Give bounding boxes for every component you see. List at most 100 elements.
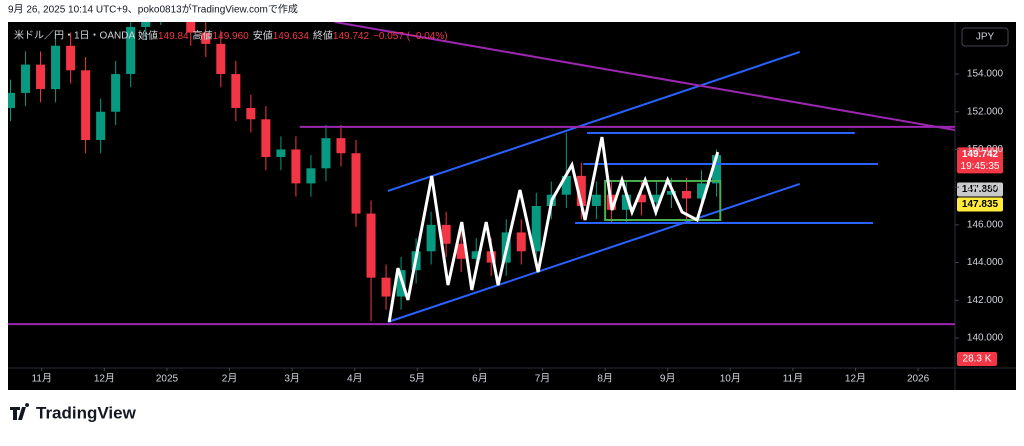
x-tick-label: 4月 (347, 373, 363, 385)
x-tick-label: 5月 (410, 373, 426, 385)
change: −0.057 (−0.04%) (373, 31, 448, 42)
candle-body (576, 175, 586, 207)
candle-body (486, 251, 496, 263)
candle-body (591, 194, 601, 207)
candle-body (246, 107, 256, 120)
candle-body (561, 175, 571, 195)
candle-body (66, 45, 76, 71)
y-tick-label: 140.000 (967, 333, 1004, 344)
price-badge-sublabel: 19:45:35 (961, 161, 1000, 172)
symbol: 米ドル／円・1日・OANDA (14, 29, 135, 42)
trend-line (387, 51, 801, 192)
candle-body (471, 251, 481, 259)
x-tick-label: 12月 (845, 373, 866, 385)
candle-body (8, 92, 16, 108)
candle-body (306, 168, 316, 184)
price-badge-label: 147.880 (962, 184, 999, 195)
candle-body (141, 22, 151, 27)
range-box (604, 179, 722, 221)
ohlc-value: 149.960 (213, 31, 250, 42)
y-tick-label: 144.000 (967, 257, 1004, 268)
candle-body (681, 190, 691, 199)
y-tick-label: 150.000 (967, 144, 1004, 155)
y-tick-label: 148.000 (967, 182, 1004, 193)
candle-body (697, 183, 707, 199)
candle-body (126, 26, 136, 75)
candle-body (426, 224, 436, 252)
legend: 米ドル／円・1日・OANDA 始値149.84 高値149.960 安値149.63… (14, 29, 448, 42)
candle-body (261, 119, 271, 158)
x-tick-label: 9月 (660, 373, 676, 385)
candle-body (516, 232, 526, 252)
x-tick-label: 2月 (222, 373, 238, 385)
trend-line (387, 183, 801, 323)
candle-body (321, 138, 331, 169)
price-badge (957, 182, 1003, 197)
x-tick-label: 2025 (156, 374, 179, 385)
x-tick-label: 7月 (535, 373, 551, 385)
ohlc: 始値149.84 高値149.960 安値149.634 終値149.742 −0.05… (138, 29, 448, 42)
y-tick-label: 152.000 (967, 106, 1004, 117)
candle-body (186, 22, 196, 33)
candle-body (336, 138, 346, 154)
candle-body (291, 149, 301, 184)
candle-body (381, 277, 391, 297)
x-tick-label: 8月 (597, 373, 613, 385)
header: 9月 26, 2025 10:14 UTC+9、poko0813がTrading… (8, 3, 298, 16)
x-tick-label: 11月 (32, 373, 52, 385)
candle-body (201, 32, 211, 44)
x-tick-label: 2026 (907, 374, 930, 385)
x-tick-label: 12月 (94, 373, 115, 385)
price-badge (957, 197, 1003, 212)
candle-body (21, 64, 31, 93)
candle-body (81, 70, 91, 141)
x-tick-label: 10月 (720, 373, 741, 385)
x-tick-label: 11月 (783, 373, 803, 385)
volume-label: 28.3 K (963, 354, 992, 365)
candle-body (712, 155, 722, 184)
candle-body (231, 74, 241, 108)
chart-background (8, 22, 1016, 390)
candle-body (366, 213, 376, 278)
candle-body (276, 149, 286, 158)
price-badge-label: 147.835 (962, 199, 999, 210)
plot-area (8, 0, 955, 326)
candle-body (111, 74, 121, 112)
candle-body (651, 194, 661, 203)
price-badge (957, 147, 1003, 174)
candle-body (216, 43, 226, 75)
candle-body (621, 194, 631, 210)
ohlc-name: 終値 (313, 29, 333, 42)
ohlc-name: 安値 (253, 29, 273, 42)
ohlc-value: 149.84 (158, 31, 189, 42)
volume-badge (957, 352, 997, 366)
currency-button[interactable]: JPY (961, 27, 1009, 47)
ohlc-name: 高値 (193, 29, 213, 42)
currency[interactable]: JPY (976, 32, 995, 43)
y-tick-label: 142.000 (967, 295, 1004, 306)
zigzag (387, 136, 720, 323)
x-tick-label: 6月 (472, 373, 488, 385)
y-tick-label: 146.000 (967, 220, 1004, 231)
candle-body (36, 64, 46, 90)
candle-body (351, 153, 361, 214)
x-tick-label: 3月 (284, 373, 300, 385)
ohlc-name: 始値 (138, 29, 158, 42)
candle-body (51, 45, 61, 90)
candle-body (171, 0, 180, 2)
candle-body (636, 194, 646, 203)
candle-body (441, 224, 451, 244)
candle-body (456, 243, 466, 259)
logo: TradingView (10, 403, 137, 422)
ohlc-value: 149.634 (273, 31, 310, 42)
brand: TradingView (36, 403, 137, 422)
y-tick-label: 154.000 (967, 69, 1004, 80)
trend-line (334, 22, 955, 132)
candle-body (666, 190, 676, 195)
candle-body (531, 206, 541, 252)
candle-body (396, 270, 406, 297)
ohlc-value: 149.742 (333, 31, 370, 42)
